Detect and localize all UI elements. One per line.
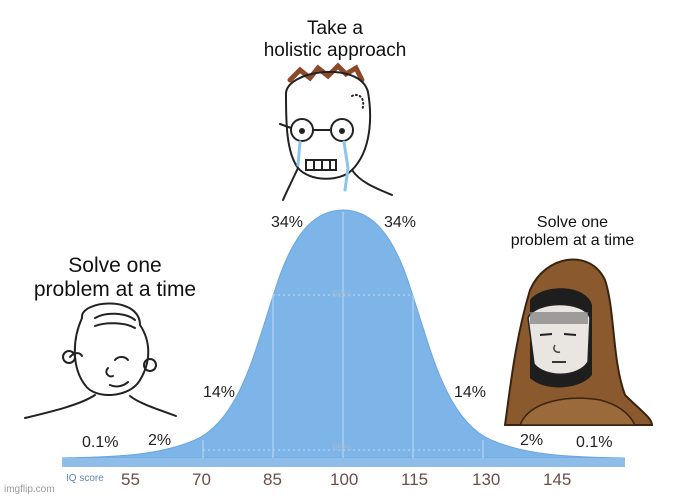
sigma-lines: [202, 212, 484, 458]
pct-right-center: 34%: [384, 214, 417, 231]
tick-145: 145: [543, 470, 572, 489]
caption-right: Solve one problem at a time: [510, 214, 635, 250]
pct-left-tail: 2%: [148, 432, 172, 449]
watermark: imgflip.com: [4, 484, 55, 495]
pct-right-tail: 2%: [520, 432, 544, 449]
tick-70: 70: [192, 470, 211, 489]
crying-nerd-face-icon: [279, 62, 393, 201]
hooded-monk-face-icon: [503, 258, 654, 426]
caption-top: Take a holistic approach: [263, 18, 407, 61]
pct-left-center: 34%: [271, 214, 304, 231]
caption-left: Solve one problem at a time: [33, 254, 197, 302]
tick-115: 115: [401, 470, 429, 489]
tick-130: 130: [472, 470, 501, 489]
pct-right-mid: 14%: [454, 384, 487, 401]
pct-left-mid: 14%: [203, 384, 236, 401]
band-95-label: 95%: [332, 443, 353, 454]
tick-55: 55: [121, 470, 140, 489]
pct-left-far: 0.1%: [82, 434, 119, 451]
pct-right-far: 0.1%: [576, 434, 613, 451]
band-68-label: 68%: [332, 289, 353, 300]
wojak-face-icon: [24, 302, 177, 419]
axis-bar: [62, 458, 625, 467]
axis-label: IQ score: [66, 473, 104, 484]
tick-100: 100: [330, 470, 359, 489]
tick-85: 85: [263, 470, 282, 489]
